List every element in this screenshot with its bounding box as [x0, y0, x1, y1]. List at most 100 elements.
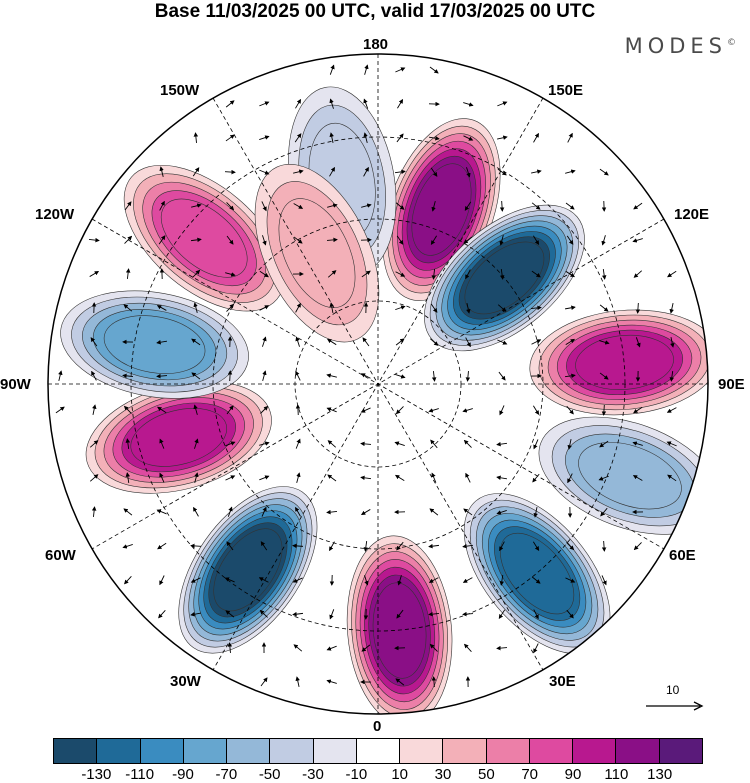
wind-arrow	[125, 268, 131, 280]
wind-arrow	[532, 473, 540, 483]
wind-arrow	[466, 303, 471, 314]
wind-arrow	[123, 508, 133, 516]
colorbar-swatch	[616, 739, 660, 763]
colorbar-tick-label: 90	[564, 766, 582, 783]
wind-arrow	[227, 370, 233, 382]
wind-arrow	[669, 370, 675, 382]
wind-arrow	[360, 509, 371, 516]
wind-arrow	[430, 303, 438, 313]
wind-arrow	[225, 441, 236, 447]
wind-arrow	[599, 340, 610, 345]
wind-arrow	[499, 541, 505, 552]
wind-arrow	[666, 441, 677, 447]
wind-arrow	[395, 202, 405, 210]
anomaly-contour	[500, 532, 575, 615]
wind-arrow	[158, 609, 166, 619]
wind-arrow	[262, 235, 267, 246]
wind-arrow	[465, 472, 471, 483]
wind-arrow	[565, 338, 576, 346]
wind-arrow	[225, 475, 236, 481]
colorbar-swatch	[529, 739, 574, 763]
wind-arrow	[293, 203, 304, 209]
wind-arrow	[295, 438, 301, 449]
anomaly-contour	[578, 442, 682, 510]
wind-arrow	[396, 609, 404, 619]
wind-arrow	[363, 166, 369, 177]
wind-arrow	[262, 336, 267, 347]
wind-arrow	[90, 337, 98, 347]
wind-arrow	[88, 237, 100, 243]
colorbar-swatch	[573, 739, 617, 763]
anomaly-contour	[160, 198, 248, 278]
wind-arrow	[463, 102, 474, 107]
lon-label-120e: 120E	[674, 206, 710, 223]
wind-arrow	[125, 472, 131, 484]
wind-arrow	[292, 577, 303, 583]
wind-arrow	[530, 305, 542, 311]
colorbar-tick-label: 30	[434, 766, 452, 783]
wind-arrow	[394, 474, 405, 481]
anomaly-contour	[130, 408, 228, 467]
wind-arrow	[327, 270, 337, 278]
wind-arrow	[567, 439, 572, 450]
wind-vectors	[55, 64, 677, 688]
wind-arrow	[364, 575, 369, 586]
wind-arrow	[190, 237, 202, 243]
wind-arrow	[431, 201, 436, 212]
wind-arrow	[158, 235, 166, 245]
wind-arrow	[429, 338, 439, 346]
wind-arrow	[260, 541, 268, 551]
wind-arrow	[499, 200, 505, 212]
wind-arrow	[598, 475, 609, 481]
wind-arrow	[497, 101, 508, 107]
wind-arrow	[364, 64, 369, 75]
wind-arrow	[159, 438, 165, 449]
wind-arrow	[533, 609, 539, 620]
wind-arrow	[632, 475, 643, 481]
colorbar-tick-label: -10	[345, 766, 368, 783]
wind-arrow	[601, 268, 607, 280]
colorbar-tick-label: -110	[125, 766, 155, 783]
wind-arrow	[156, 340, 168, 345]
wind-arrow	[430, 167, 438, 177]
wind-arrow	[157, 406, 167, 414]
wind-arrow	[259, 270, 269, 278]
wind-arrow	[394, 169, 406, 175]
wind-arrow	[499, 405, 505, 416]
wind-arrow	[496, 510, 507, 515]
wind-arrow	[258, 577, 269, 583]
wind-arrow	[465, 337, 471, 348]
wind-arrow	[259, 441, 270, 446]
lon-label-60w: 60W	[45, 547, 76, 564]
wind-arrow	[499, 235, 504, 246]
wind-arrow	[91, 506, 97, 518]
wind-arrow	[429, 508, 439, 516]
colorbar-tick-label: 70	[521, 766, 538, 783]
wind-arrow	[190, 577, 201, 583]
wind-arrow	[428, 408, 439, 413]
wind-arrow	[531, 270, 541, 278]
wind-arrow	[326, 645, 337, 651]
wind-arrow	[362, 337, 370, 347]
wind-arrow	[193, 132, 199, 144]
wind-arrow	[55, 406, 65, 414]
reference-vector-label: 10	[666, 683, 680, 697]
wind-arrow	[156, 305, 167, 311]
wind-arrow	[635, 302, 641, 314]
wind-arrow	[531, 202, 541, 210]
wind-arrow	[361, 203, 372, 208]
wind-arrow	[295, 98, 301, 109]
wind-arrow	[601, 575, 607, 586]
wind-arrow	[363, 98, 369, 109]
wind-arrow	[224, 169, 236, 175]
wind-arrow	[326, 373, 337, 378]
anomaly-contour	[575, 334, 674, 390]
wind-arrow	[396, 541, 404, 551]
wind-arrow	[463, 643, 472, 652]
wind-arrow	[190, 612, 201, 617]
lon-label-30e: 30E	[549, 673, 576, 690]
wind-arrow	[159, 575, 165, 586]
wind-arrow	[394, 441, 405, 447]
wind-arrow	[496, 475, 508, 480]
wind-arrow	[261, 201, 267, 212]
